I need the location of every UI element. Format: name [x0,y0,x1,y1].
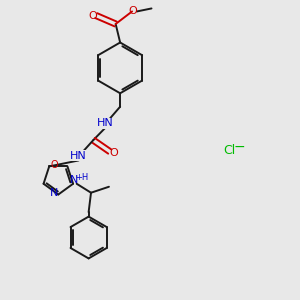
Text: N: N [50,188,58,198]
Text: O: O [88,11,97,21]
Text: HN: HN [97,118,114,128]
Text: HN: HN [70,151,87,161]
Text: O: O [128,6,137,16]
Text: N: N [70,175,78,185]
Text: −: − [234,140,245,154]
Text: O: O [109,148,118,158]
Text: Cl: Cl [223,143,235,157]
Text: +H: +H [75,173,89,182]
Text: O: O [50,160,58,170]
